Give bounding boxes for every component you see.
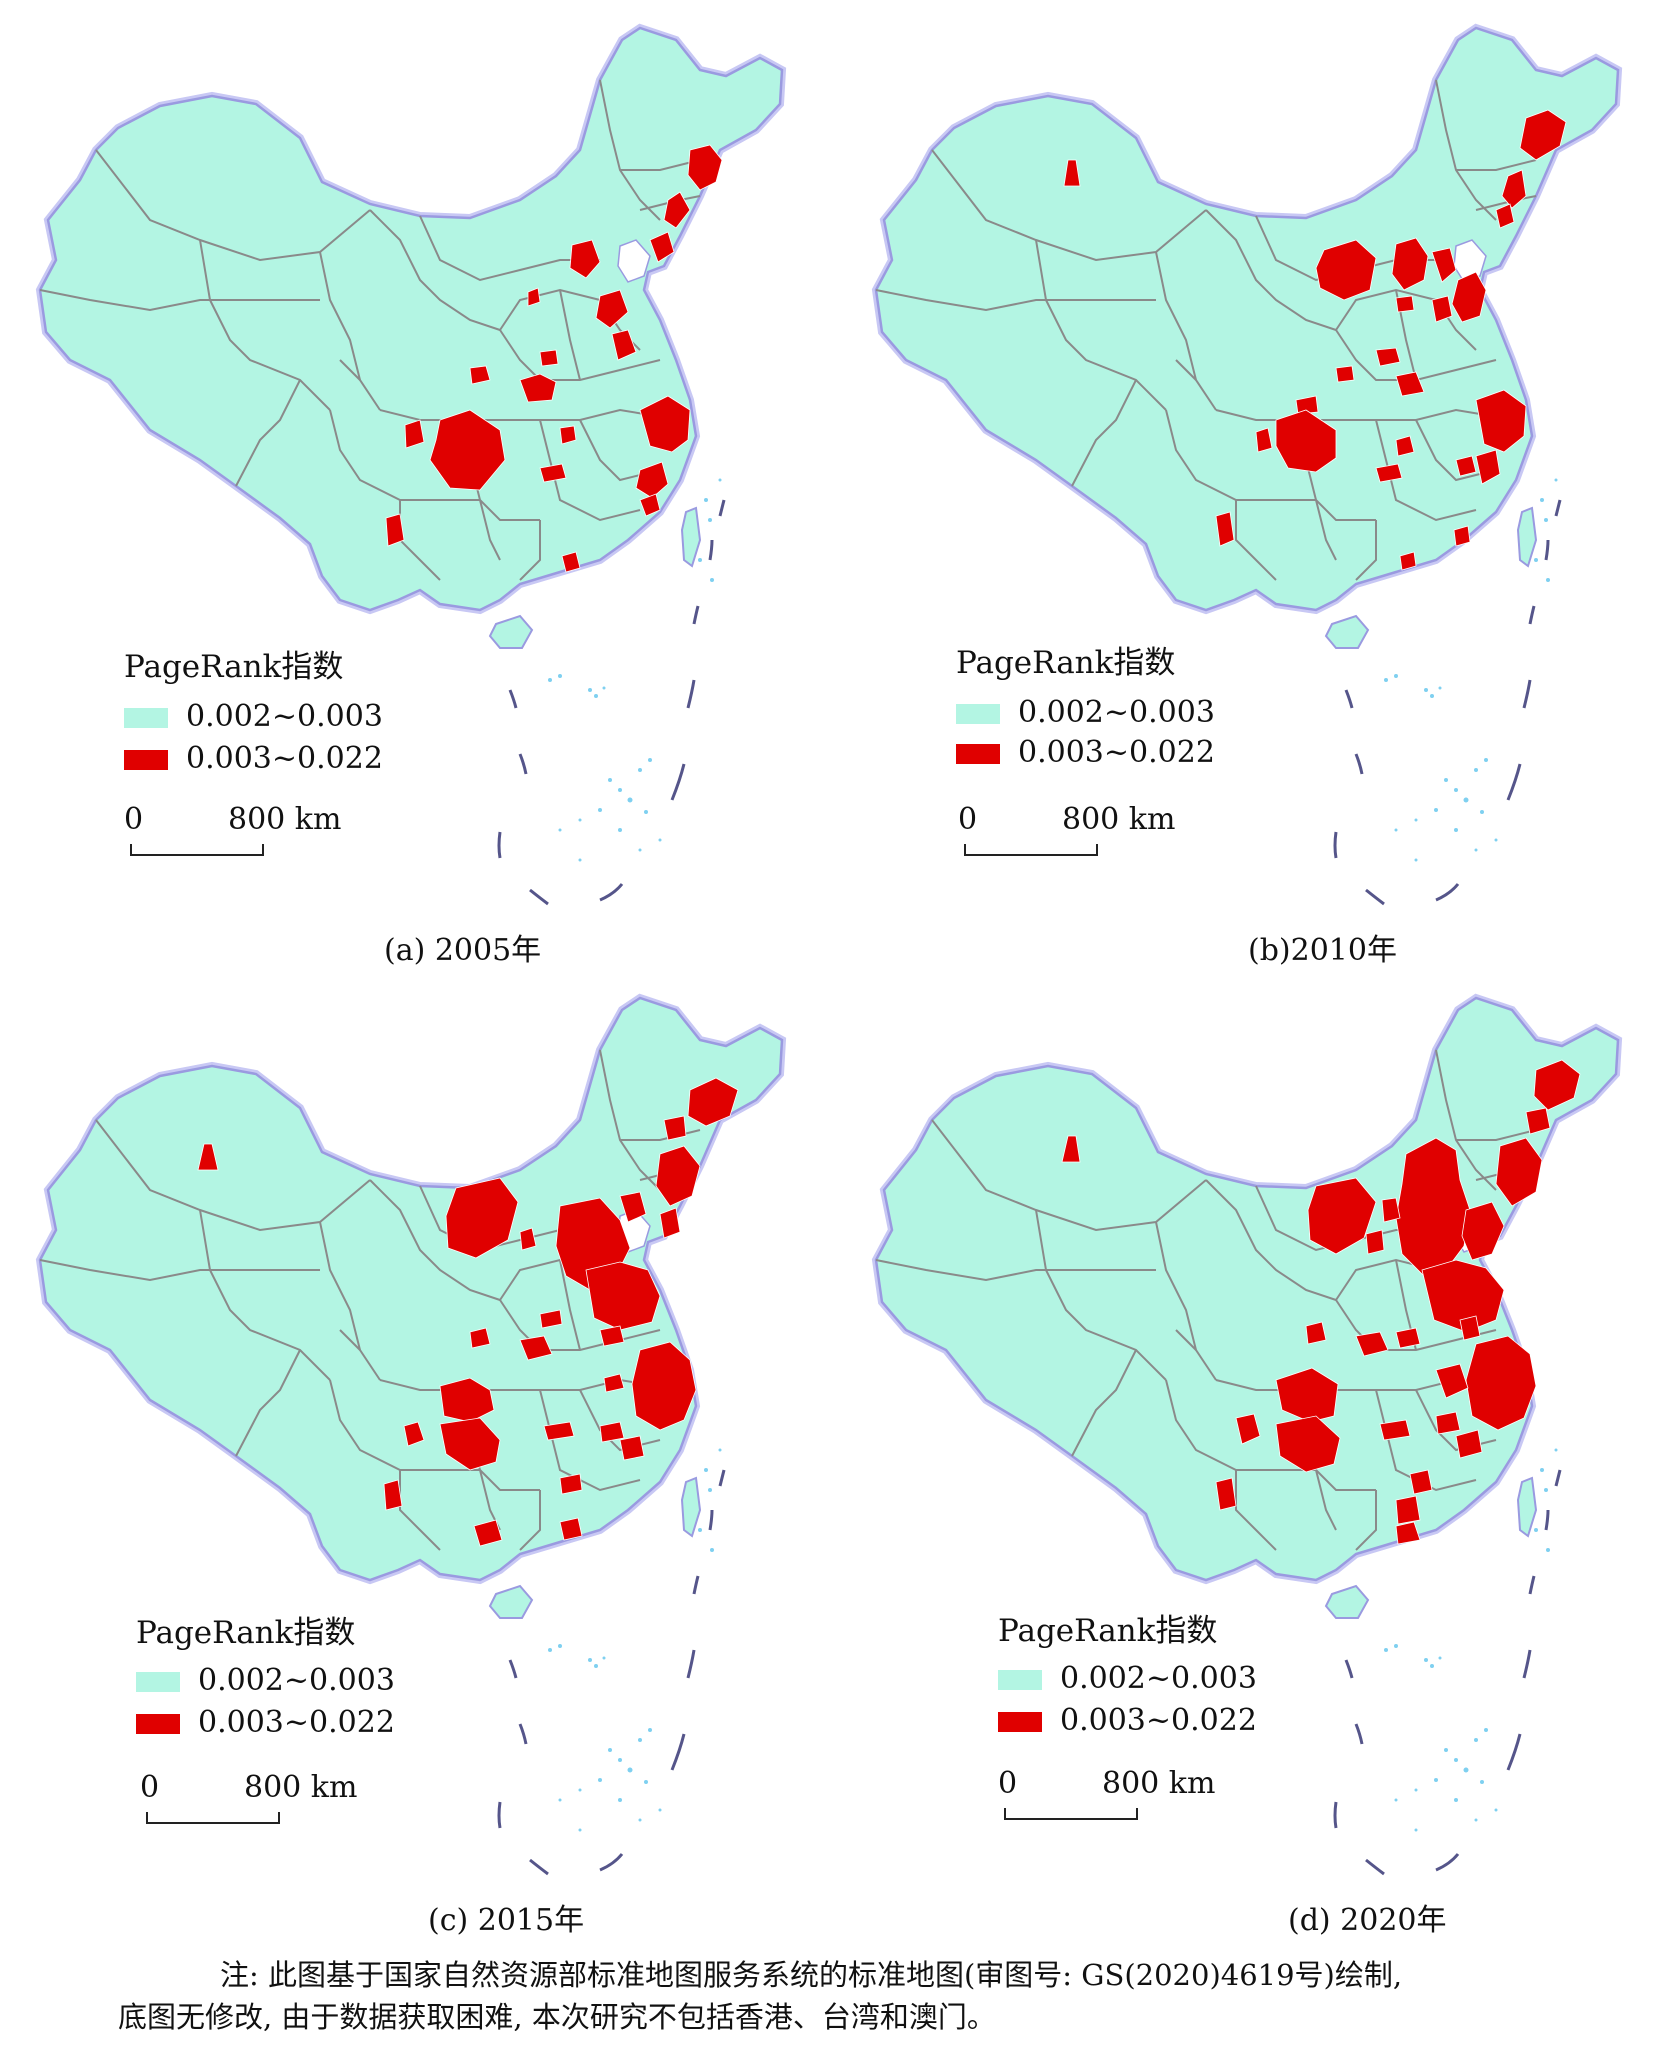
high-value-regions bbox=[1061, 1059, 1581, 1545]
legend-title: PageRank指数 bbox=[956, 645, 1176, 681]
legend-swatch-high bbox=[956, 744, 1000, 764]
high-value-regions bbox=[197, 1077, 739, 1547]
scale-distance-label: 800 km bbox=[228, 802, 342, 837]
legend-label-high: 0.003~0.022 bbox=[186, 741, 383, 776]
china-map bbox=[0, 970, 827, 1950]
legend-swatch-high bbox=[124, 750, 168, 770]
legend-label-high: 0.003~0.022 bbox=[198, 1705, 395, 1740]
legend-label-low: 0.002~0.003 bbox=[1018, 695, 1215, 730]
map-panel-2005: PageRank指数 0.002~0.003 0.003~0.022 0 800… bbox=[0, 0, 827, 980]
map-note-line-1: 注: 此图基于国家自然资源部标准地图服务系统的标准地图(审图号: GS(2020… bbox=[220, 1958, 1403, 1992]
scale-zero-label: 0 bbox=[998, 1766, 1018, 1801]
scale-distance-label: 800 km bbox=[1062, 802, 1176, 837]
high-value-regions bbox=[1063, 109, 1567, 571]
scale-bar-line bbox=[1004, 1808, 1138, 1820]
scale-distance-label: 800 km bbox=[244, 1770, 358, 1805]
legend-label-low: 0.002~0.003 bbox=[186, 699, 383, 734]
map-panel-2020: PageRank指数 0.002~0.003 0.003~0.022 0 800… bbox=[836, 970, 1654, 1950]
legend-swatch-low bbox=[136, 1672, 180, 1692]
panel-caption: (d) 2020年 bbox=[1288, 1903, 1447, 1938]
panel-caption: (a) 2005年 bbox=[384, 933, 542, 968]
legend-swatch-low bbox=[124, 708, 168, 728]
scale-bar-line bbox=[130, 844, 264, 856]
scale-bar-line bbox=[964, 844, 1098, 856]
panel-caption: (c) 2015年 bbox=[428, 1903, 585, 1938]
legend-swatch-low bbox=[998, 1670, 1042, 1690]
china-map bbox=[836, 970, 1654, 1950]
legend-label-high: 0.003~0.022 bbox=[1018, 735, 1215, 770]
scale-bar-line bbox=[146, 1812, 280, 1824]
legend-label-low: 0.002~0.003 bbox=[1060, 1661, 1257, 1696]
legend-title: PageRank指数 bbox=[136, 1615, 356, 1651]
china-map bbox=[836, 0, 1654, 980]
legend-label-high: 0.003~0.022 bbox=[1060, 1703, 1257, 1738]
legend-swatch-low bbox=[956, 704, 1000, 724]
scale-distance-label: 800 km bbox=[1102, 1766, 1216, 1801]
legend-swatch-high bbox=[998, 1712, 1042, 1732]
legend-title: PageRank指数 bbox=[998, 1613, 1218, 1649]
map-panel-2015: PageRank指数 0.002~0.003 0.003~0.022 0 800… bbox=[0, 970, 827, 1950]
legend-label-low: 0.002~0.003 bbox=[198, 1663, 395, 1698]
scale-zero-label: 0 bbox=[124, 802, 144, 837]
scale-zero-label: 0 bbox=[958, 802, 978, 837]
scale-zero-label: 0 bbox=[140, 1770, 160, 1805]
panel-caption: (b)2010年 bbox=[1248, 933, 1397, 968]
high-value-regions bbox=[385, 144, 723, 573]
legend-title: PageRank指数 bbox=[124, 649, 344, 685]
china-map bbox=[0, 0, 827, 980]
legend-swatch-high bbox=[136, 1714, 180, 1734]
map-note-line-2: 底图无修改, 由于数据获取困难, 本次研究不包括香港、台湾和澳门。 bbox=[118, 2000, 996, 2034]
map-panel-2010: PageRank指数 0.002~0.003 0.003~0.022 0 800… bbox=[836, 0, 1654, 980]
